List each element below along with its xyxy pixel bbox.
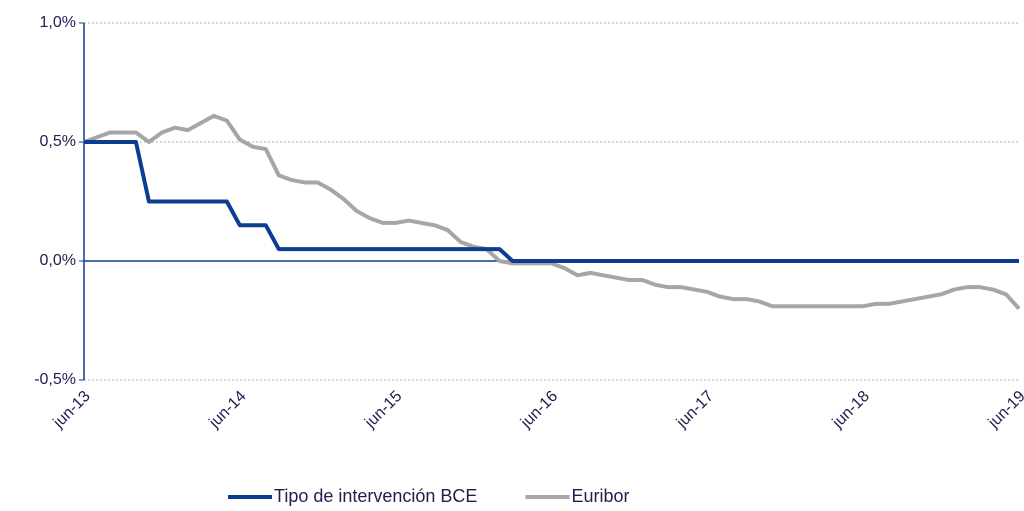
y-tick-label: 0,5% [40, 133, 76, 150]
y-tick-label: 0,0% [40, 252, 76, 269]
x-tick-label: jun-17 [673, 388, 717, 432]
y-tick-label: -0,5% [34, 371, 76, 388]
x-tick-label: jun-14 [205, 388, 249, 432]
legend-label: Euribor [571, 486, 629, 506]
legend-label: Tipo de intervención BCE [274, 486, 477, 506]
series-line [83, 113, 1021, 310]
series-line [84, 140, 1019, 263]
x-tick-label: jun-13 [50, 388, 94, 432]
x-tick-label: jun-16 [517, 388, 561, 432]
x-tick-label: jun-15 [361, 388, 405, 432]
x-tick-label: jun-18 [829, 388, 873, 432]
y-tick-label: 1,0% [40, 14, 76, 31]
x-tick-label: jun-19 [985, 388, 1024, 432]
